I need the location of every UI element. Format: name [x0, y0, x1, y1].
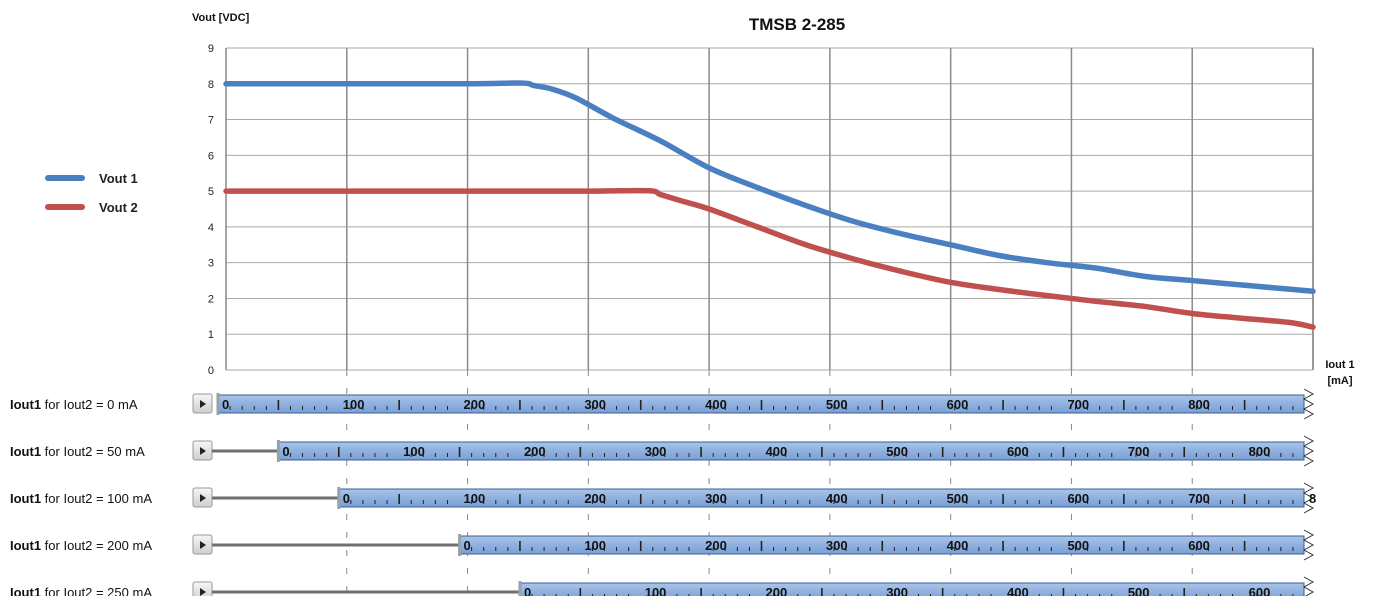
y-axis-ticks: 0 1 2 3 4 5 6 7 8 9	[208, 43, 214, 377]
scale-torn-end	[1302, 482, 1315, 514]
play-icon	[200, 588, 206, 596]
play-icon	[200, 541, 206, 549]
series-line-1	[223, 80, 1316, 295]
scale-row: Iout1 for Iout2 = 50 mA 0 100 200 300 400 500 6…	[10, 435, 1315, 467]
scale-number: 100	[343, 397, 365, 412]
legend-label: Vout 2	[99, 200, 138, 215]
iout-scales: Iout1 for Iout2 = 0 mA 0 100 200 300 400 500 60…	[10, 388, 1316, 596]
scale-number: 300	[886, 585, 908, 596]
legend-label: Vout 1	[99, 171, 138, 186]
scale-number: 0	[222, 397, 229, 412]
y-tick-label: 8	[208, 79, 214, 91]
play-icon	[200, 494, 206, 502]
scale-torn-end	[1302, 435, 1315, 467]
y-tick-label: 2	[208, 293, 214, 305]
scale-number: 0	[282, 444, 289, 459]
scale-number: 800	[1188, 397, 1210, 412]
plot-grid	[225, 47, 1314, 596]
scale-number: 400	[947, 538, 969, 553]
scale-number: 600	[1249, 585, 1271, 596]
scale-torn-end	[1302, 529, 1315, 561]
scale-number: 300	[826, 538, 848, 553]
scale-number: 200	[766, 585, 788, 596]
scale-number: 600	[1007, 444, 1029, 459]
scale-number: 700	[1128, 444, 1150, 459]
play-icon	[200, 447, 206, 455]
scale-row-label: Iout1 for Iout2 = 50 mA	[10, 444, 145, 459]
scale-number: 0	[524, 585, 531, 596]
scale-row: Iout1 for Iout2 = 0 mA 0 100 200 300 400 500 60…	[10, 388, 1315, 420]
y-tick-label: 7	[208, 115, 214, 127]
scale-bar	[277, 441, 1305, 461]
series-lines	[223, 80, 1316, 330]
scale-number: 200	[524, 444, 546, 459]
x-axis-title: Iout 1	[1325, 359, 1354, 371]
scale-row-label: Iout1 for Iout2 = 200 mA	[10, 538, 152, 553]
scale-number: 300	[645, 444, 667, 459]
scale-number: 400	[766, 444, 788, 459]
play-icon	[200, 400, 206, 408]
scale-row: Iout1 for Iout2 = 250 mA 0 100 200 300 400 500…	[10, 576, 1315, 596]
scale-number: 600	[947, 397, 969, 412]
y-tick-label: 5	[208, 186, 214, 198]
scale-number: 500	[886, 444, 908, 459]
scale-number: 100	[403, 444, 425, 459]
scale-number: 500	[1128, 585, 1150, 596]
y-axis-title: Vout [VDC]	[192, 12, 250, 24]
scale-number: 500	[826, 397, 848, 412]
y-tick-label: 9	[208, 43, 214, 55]
scale-number: 600	[1188, 538, 1210, 553]
scale-number: 100	[645, 585, 667, 596]
scale-number: 100	[464, 491, 486, 506]
scale-number: 100	[584, 538, 606, 553]
scale-number: 500	[1067, 538, 1089, 553]
y-tick-label: 1	[208, 329, 214, 341]
y-tick-label: 0	[208, 365, 214, 377]
scale-row-label: Iout1 for Iout2 = 100 mA	[10, 491, 152, 506]
y-tick-label: 6	[208, 150, 214, 162]
scale-number: 700	[1067, 397, 1089, 412]
scale-row-label: Iout1 for Iout2 = 250 mA	[10, 585, 152, 596]
scale-torn-end	[1302, 576, 1315, 596]
scale-row-label: Iout1 for Iout2 = 0 mA	[10, 397, 138, 412]
scale-number: 600	[1067, 491, 1089, 506]
series-line-2	[223, 187, 1316, 330]
scale-number: 0	[464, 538, 471, 553]
y-tick-label: 4	[208, 222, 214, 234]
scale-number: 500	[947, 491, 969, 506]
scale-number: 700	[1188, 491, 1210, 506]
legend: Vout 1 Vout 2	[45, 171, 138, 215]
scale-number: 400	[705, 397, 727, 412]
x-axis-unit: [mA]	[1327, 375, 1352, 387]
chart-title: TMSB 2-285	[749, 15, 845, 34]
scale-number: 200	[584, 491, 606, 506]
scale-bar	[519, 582, 1305, 596]
scale-number: 400	[1007, 585, 1029, 596]
scale-row: Iout1 for Iout2 = 200 mA 0 100 200 300 400 500…	[10, 529, 1315, 561]
scale-number: 0	[343, 491, 350, 506]
scale-torn-end	[1302, 388, 1315, 420]
scale-number: 800	[1249, 444, 1271, 459]
scale-number: 300	[705, 491, 727, 506]
scale-number: 200	[464, 397, 486, 412]
scale-row: Iout1 for Iout2 = 100 mA 0 100 200 300 400 500…	[10, 482, 1316, 514]
scale-number: 300	[584, 397, 606, 412]
scale-number: 200	[705, 538, 727, 553]
scale-number: 8	[1309, 491, 1316, 506]
scale-number: 400	[826, 491, 848, 506]
y-tick-label: 3	[208, 258, 214, 270]
